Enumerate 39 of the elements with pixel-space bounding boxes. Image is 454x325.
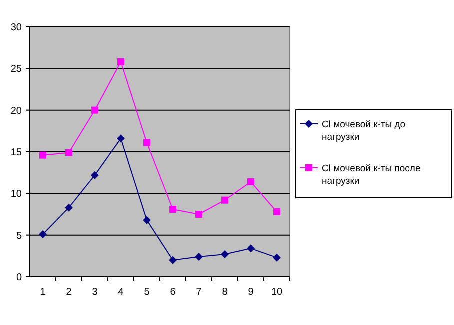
y-tick-label: 10 <box>10 189 22 200</box>
point <box>92 106 98 114</box>
x-tick-label: 3 <box>92 287 98 298</box>
x-tick-label: 6 <box>170 287 176 298</box>
x-tick-label: 4 <box>118 287 124 298</box>
x-tick-label: 7 <box>196 287 202 298</box>
x-tick-label: 9 <box>248 287 254 298</box>
point <box>222 196 228 204</box>
point <box>273 254 281 262</box>
point <box>118 58 124 66</box>
point <box>65 204 73 212</box>
y-tick-label: 5 <box>16 230 22 242</box>
y-tick-label: 25 <box>10 64 22 76</box>
y-tick-label: 0 <box>16 272 22 284</box>
point <box>248 178 254 186</box>
point <box>221 250 229 258</box>
point <box>169 256 177 264</box>
point <box>117 134 125 143</box>
point <box>274 208 280 216</box>
y-tick-label: 15 <box>10 148 22 158</box>
point <box>144 139 150 146</box>
point <box>66 149 72 156</box>
y-tick-label: 30 <box>10 22 22 34</box>
y-tick-label: 20 <box>10 106 22 117</box>
x-tick-label: 8 <box>222 287 228 298</box>
point <box>196 211 202 218</box>
point <box>40 152 46 159</box>
x-tick-label: 5 <box>144 287 150 298</box>
point <box>39 230 47 238</box>
x-tick-label: 1 <box>40 287 46 298</box>
point <box>170 206 176 213</box>
legend-label: Cl мочевой к-ты после нагрузки <box>322 163 421 188</box>
legend-label: Cl мочевой к-ты до нагрузки <box>322 119 406 144</box>
point <box>143 216 151 224</box>
point <box>91 171 99 180</box>
point <box>247 244 255 253</box>
x-tick-label: 2 <box>66 287 72 298</box>
x-tick-label: 10 <box>271 287 283 298</box>
point <box>195 253 203 261</box>
